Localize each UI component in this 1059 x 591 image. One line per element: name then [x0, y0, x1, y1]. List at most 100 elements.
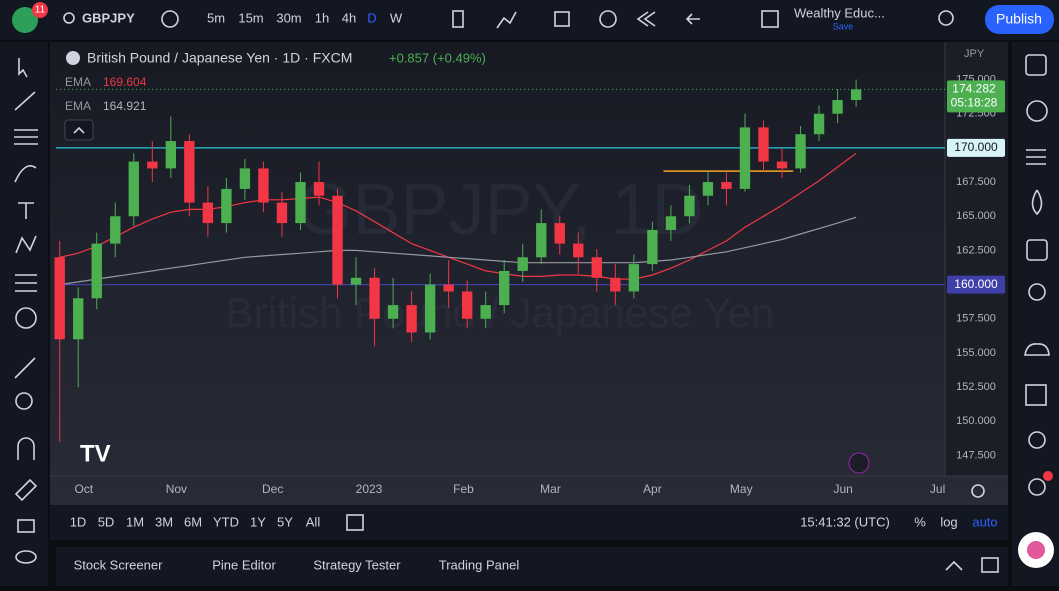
layout-name[interactable]: Wealthy Educ... — [794, 5, 885, 20]
undo-icon[interactable] — [685, 13, 700, 25]
range-button[interactable]: 6M — [184, 514, 202, 529]
auto-toggle[interactable]: auto — [972, 514, 997, 529]
interval[interactable]: 5m — [207, 10, 225, 25]
range-button[interactable]: YTD — [213, 514, 239, 529]
range-button[interactable]: All — [306, 514, 321, 529]
left-toolbar — [0, 42, 48, 586]
expand-panel[interactable] — [945, 560, 963, 571]
prediction-tool[interactable] — [15, 274, 37, 292]
settings-icon[interactable] — [971, 484, 985, 498]
brush-tool[interactable] — [14, 165, 37, 183]
interval[interactable]: W — [390, 10, 403, 25]
calendar-icon[interactable] — [1026, 239, 1048, 261]
measure-tool[interactable] — [14, 357, 36, 379]
y-tick-label: 147.500 — [956, 449, 996, 461]
chart-pane — [50, 42, 1008, 540]
text-tool[interactable] — [18, 202, 34, 219]
candle-body — [813, 113, 825, 135]
logo[interactable] — [12, 7, 38, 33]
panel-tab[interactable]: Stock Screener — [74, 557, 164, 572]
collapse-legend[interactable] — [64, 119, 94, 141]
interval[interactable]: 15m — [238, 10, 263, 25]
zoom-tool[interactable] — [15, 392, 33, 410]
indicators-icon[interactable] — [496, 11, 517, 29]
candle-body — [536, 223, 547, 258]
candle-body — [54, 257, 65, 340]
interval[interactable]: 30m — [276, 10, 301, 25]
symbol[interactable]: GBPJPY — [82, 10, 135, 25]
alert-count: 11 — [35, 5, 46, 16]
tv-logo[interactable]: TV — [80, 440, 111, 467]
ideas-icon[interactable] — [1028, 283, 1046, 301]
range-button[interactable]: 5Y — [277, 514, 293, 529]
events-icon[interactable] — [848, 452, 870, 474]
watchlist-icon[interactable] — [1025, 54, 1047, 76]
magnet-tool[interactable] — [17, 437, 35, 460]
y-tick-label: 152.500 — [956, 381, 996, 393]
ema-label[interactable]: EMA — [65, 75, 91, 89]
candle-body — [350, 277, 362, 285]
x-tick-label: May — [730, 482, 753, 496]
search-icon[interactable] — [63, 12, 75, 24]
stay-drawing[interactable] — [14, 478, 38, 502]
candle-body — [517, 257, 528, 271]
trend-line-tool[interactable] — [14, 91, 36, 111]
ema-label[interactable]: EMA — [65, 99, 91, 113]
fib-tool[interactable] — [14, 129, 38, 145]
templates-icon[interactable] — [554, 11, 570, 27]
streams-icon[interactable] — [1024, 343, 1050, 356]
candle-body — [443, 284, 454, 292]
panel-tab[interactable]: Strategy Tester — [313, 557, 401, 572]
clock[interactable]: 15:41:32 (UTC) — [800, 514, 890, 529]
candle-body — [165, 141, 177, 169]
chart-type-icon[interactable] — [452, 10, 464, 28]
hotlist-icon[interactable] — [1031, 189, 1043, 216]
candle-body — [628, 264, 640, 292]
candle-body — [369, 277, 380, 319]
replay-icon[interactable] — [636, 11, 656, 27]
log-toggle[interactable]: log — [940, 514, 957, 529]
level-label: 170.000 — [954, 140, 998, 154]
range-button[interactable]: 3M — [155, 514, 173, 529]
pattern-tool[interactable] — [15, 235, 37, 254]
currency[interactable]: JPY — [964, 48, 985, 60]
range-button[interactable]: 5D — [98, 514, 115, 529]
percent-toggle[interactable]: % — [914, 514, 926, 529]
playback-icon[interactable] — [1028, 478, 1046, 496]
cursor-tool[interactable] — [18, 58, 28, 78]
broadcast-icon[interactable] — [1028, 431, 1046, 449]
watermark-symbol: GBPJPY, 1D — [297, 170, 704, 250]
price-change: +0.857 (+0.49%) — [389, 50, 486, 65]
panel-tab[interactable]: Pine Editor — [212, 557, 276, 572]
publish-button[interactable] — [985, 5, 1054, 34]
range-button[interactable]: 1Y — [250, 514, 266, 529]
candle-body — [202, 202, 214, 224]
maximize-panel[interactable] — [981, 557, 999, 573]
range-button[interactable]: 1D — [70, 514, 87, 529]
bottom-panel — [56, 547, 1008, 586]
alert-icon[interactable] — [599, 10, 617, 28]
level-label: 160.000 — [954, 277, 998, 291]
level-label-box — [947, 275, 1005, 294]
add-symbol[interactable] — [161, 10, 179, 28]
panel-tab[interactable]: Trading Panel — [439, 557, 520, 572]
interval[interactable]: 1h — [315, 10, 329, 25]
candle-body — [147, 161, 158, 169]
data-window-icon[interactable] — [1026, 149, 1046, 165]
assistant-icon — [1027, 541, 1045, 559]
candle-body — [721, 182, 732, 189]
layout-icon[interactable] — [761, 10, 779, 28]
interval[interactable]: D — [367, 10, 376, 25]
lock-tool[interactable] — [17, 519, 35, 533]
goto-date[interactable] — [346, 514, 364, 531]
quick-search[interactable] — [938, 10, 954, 26]
alerts-icon[interactable] — [1026, 100, 1048, 122]
interval[interactable]: 4h — [342, 10, 356, 25]
save[interactable]: Save — [833, 21, 854, 31]
chat-icon[interactable] — [1025, 384, 1047, 406]
range-button[interactable]: 1M — [126, 514, 144, 529]
hide-tool[interactable] — [15, 550, 37, 564]
icon-tool[interactable] — [15, 307, 37, 329]
legend-title[interactable]: British Pound / Japanese Yen · 1D · FXCM — [87, 50, 352, 66]
candle-body — [832, 100, 843, 114]
